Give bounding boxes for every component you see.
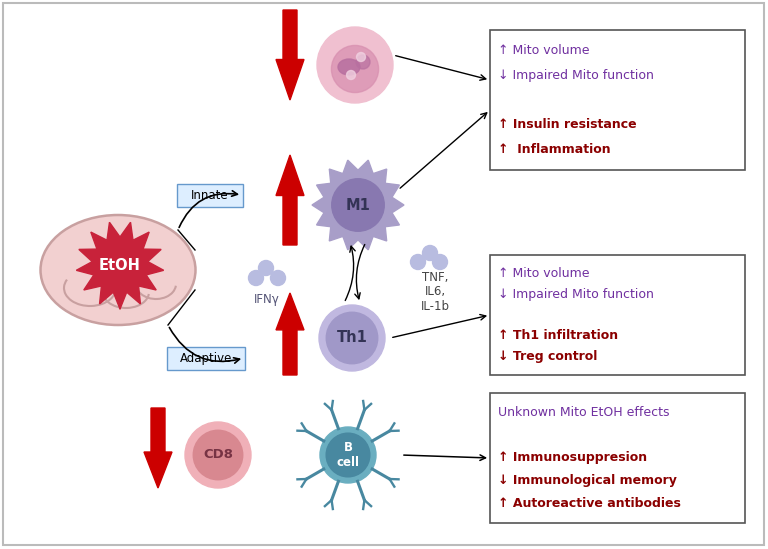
Circle shape (259, 260, 273, 276)
Text: ↑ Insulin resistance: ↑ Insulin resistance (498, 118, 637, 131)
Circle shape (356, 53, 366, 61)
Circle shape (326, 312, 378, 364)
Text: Unknown Mito EtOH effects: Unknown Mito EtOH effects (498, 406, 670, 419)
Polygon shape (316, 213, 330, 227)
Circle shape (319, 305, 385, 371)
Polygon shape (373, 227, 386, 241)
Text: TNF,
IL6,
IL-1b: TNF, IL6, IL-1b (421, 271, 449, 313)
Ellipse shape (41, 215, 196, 325)
Text: IFNγ: IFNγ (254, 294, 280, 306)
Circle shape (432, 255, 448, 270)
Text: ↑ Mito volume: ↑ Mito volume (498, 267, 590, 280)
Text: B
cell: B cell (336, 441, 359, 469)
Text: ↓ Impaired Mito function: ↓ Impaired Mito function (498, 288, 654, 301)
Circle shape (346, 70, 356, 80)
Polygon shape (276, 293, 304, 375)
Circle shape (332, 179, 384, 231)
Polygon shape (373, 169, 386, 183)
Polygon shape (276, 155, 304, 245)
Polygon shape (329, 227, 343, 241)
Circle shape (270, 271, 286, 285)
Polygon shape (392, 197, 404, 212)
Text: ↓ Treg control: ↓ Treg control (498, 350, 598, 363)
Polygon shape (358, 160, 373, 173)
FancyBboxPatch shape (490, 255, 745, 375)
Circle shape (320, 427, 376, 483)
FancyBboxPatch shape (490, 30, 745, 170)
FancyBboxPatch shape (177, 184, 243, 207)
Ellipse shape (338, 59, 360, 75)
Polygon shape (343, 237, 358, 250)
FancyBboxPatch shape (490, 393, 745, 523)
FancyBboxPatch shape (167, 347, 245, 370)
Polygon shape (343, 160, 358, 173)
Text: ↑ Autoreactive antibodies: ↑ Autoreactive antibodies (498, 497, 681, 510)
Text: ↓ Impaired Mito function: ↓ Impaired Mito function (498, 69, 654, 82)
Circle shape (326, 433, 370, 477)
Circle shape (317, 27, 393, 103)
Text: ↑ Mito volume: ↑ Mito volume (498, 44, 590, 57)
Circle shape (356, 55, 370, 69)
Polygon shape (329, 169, 343, 183)
Polygon shape (358, 237, 373, 250)
Polygon shape (386, 183, 399, 197)
Polygon shape (276, 10, 304, 100)
Circle shape (422, 245, 438, 260)
Text: EtOH: EtOH (99, 257, 141, 272)
Polygon shape (316, 183, 330, 197)
Circle shape (185, 422, 251, 488)
Polygon shape (76, 222, 164, 309)
Text: CD8: CD8 (203, 449, 233, 462)
Circle shape (323, 170, 393, 240)
Circle shape (411, 255, 425, 270)
Text: Adaptive: Adaptive (180, 352, 232, 365)
Text: ↑ Th1 infiltration: ↑ Th1 infiltration (498, 329, 618, 342)
Text: ↑  Inflammation: ↑ Inflammation (498, 143, 611, 156)
Circle shape (249, 271, 263, 285)
Circle shape (332, 46, 379, 93)
Text: Innate: Innate (191, 189, 229, 202)
Text: ↑ Immunosuppresion: ↑ Immunosuppresion (498, 451, 647, 464)
Text: Th1: Th1 (336, 330, 367, 345)
Polygon shape (144, 408, 172, 488)
Polygon shape (312, 197, 324, 212)
Text: M1: M1 (346, 198, 370, 212)
Text: ↓ Immunological memory: ↓ Immunological memory (498, 474, 677, 488)
Circle shape (194, 430, 243, 480)
Polygon shape (386, 213, 399, 227)
